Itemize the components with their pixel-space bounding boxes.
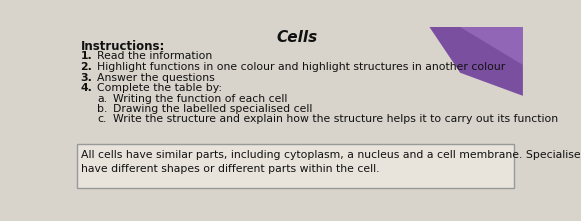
Text: Drawing the labelled specialised cell: Drawing the labelled specialised cell xyxy=(113,103,313,114)
Text: Write the structure and explain how the structure helps it to carry out its func: Write the structure and explain how the … xyxy=(113,114,558,124)
Text: Cells: Cells xyxy=(277,30,318,45)
Text: Writing the function of each cell: Writing the function of each cell xyxy=(113,93,287,103)
Text: b.: b. xyxy=(98,103,108,114)
Text: Highlight functions in one colour and highlight structures in another colour: Highlight functions in one colour and hi… xyxy=(98,62,505,72)
Text: 3.: 3. xyxy=(80,73,92,83)
Text: All cells have similar parts, including cytoplasm, a nucleus and a cell membrane: All cells have similar parts, including … xyxy=(81,150,581,160)
Text: have different shapes or different parts within the cell.: have different shapes or different parts… xyxy=(81,164,379,173)
Text: 1.: 1. xyxy=(80,51,92,61)
Text: c.: c. xyxy=(98,114,107,124)
Polygon shape xyxy=(460,27,523,65)
Text: a.: a. xyxy=(98,93,107,103)
Text: 4.: 4. xyxy=(80,83,92,93)
Text: Answer the questions: Answer the questions xyxy=(98,73,215,83)
Text: 2.: 2. xyxy=(80,62,92,72)
Text: Read the information: Read the information xyxy=(98,51,213,61)
Text: Instructions:: Instructions: xyxy=(80,40,165,53)
FancyBboxPatch shape xyxy=(77,144,514,188)
Polygon shape xyxy=(429,27,523,96)
Text: Complete the table by:: Complete the table by: xyxy=(98,83,223,93)
